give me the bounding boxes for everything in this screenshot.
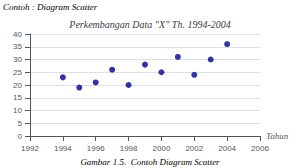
svg-text:20: 20 [13,81,22,90]
svg-text:0: 0 [18,132,23,141]
svg-text:35: 35 [13,42,22,51]
svg-text:Tahun: Tahun [266,131,289,141]
svg-text:5: 5 [18,119,23,128]
svg-text:2000: 2000 [153,144,171,153]
svg-text:15: 15 [13,93,22,102]
svg-text:1996: 1996 [87,144,105,153]
svg-text:1992: 1992 [21,144,39,153]
svg-text:2006: 2006 [251,144,269,153]
svg-text:1994: 1994 [54,144,72,153]
svg-text:2004: 2004 [218,144,236,153]
svg-text:40: 40 [13,30,22,39]
svg-text:Perkembangan Data "X" Th. 1994: Perkembangan Data "X" Th. 1994-2004 [68,19,230,30]
svg-text:2002: 2002 [185,144,203,153]
svg-text:1998: 1998 [120,144,138,153]
svg-text:25: 25 [13,68,22,77]
svg-text:Gambar 1.5. Contoh Diagram Sc: Gambar 1.5. Contoh Diagram Scatter [80,157,220,167]
svg-text:10: 10 [13,106,22,115]
svg-text:30: 30 [13,55,22,64]
svg-text:Contoh : Diagram Scatter: Contoh : Diagram Scatter [3,2,98,12]
